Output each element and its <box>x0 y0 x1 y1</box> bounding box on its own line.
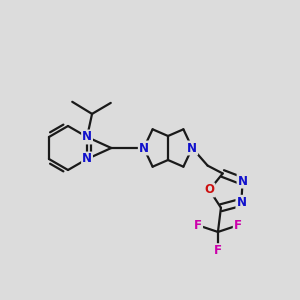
Text: F: F <box>194 219 202 232</box>
Text: N: N <box>187 142 197 154</box>
Text: F: F <box>214 244 222 257</box>
Text: N: N <box>82 130 92 143</box>
Text: O: O <box>204 184 214 196</box>
Text: N: N <box>82 152 92 166</box>
Text: N: N <box>139 142 149 154</box>
Text: N: N <box>238 175 248 188</box>
Text: N: N <box>236 196 246 209</box>
Text: F: F <box>234 219 242 232</box>
